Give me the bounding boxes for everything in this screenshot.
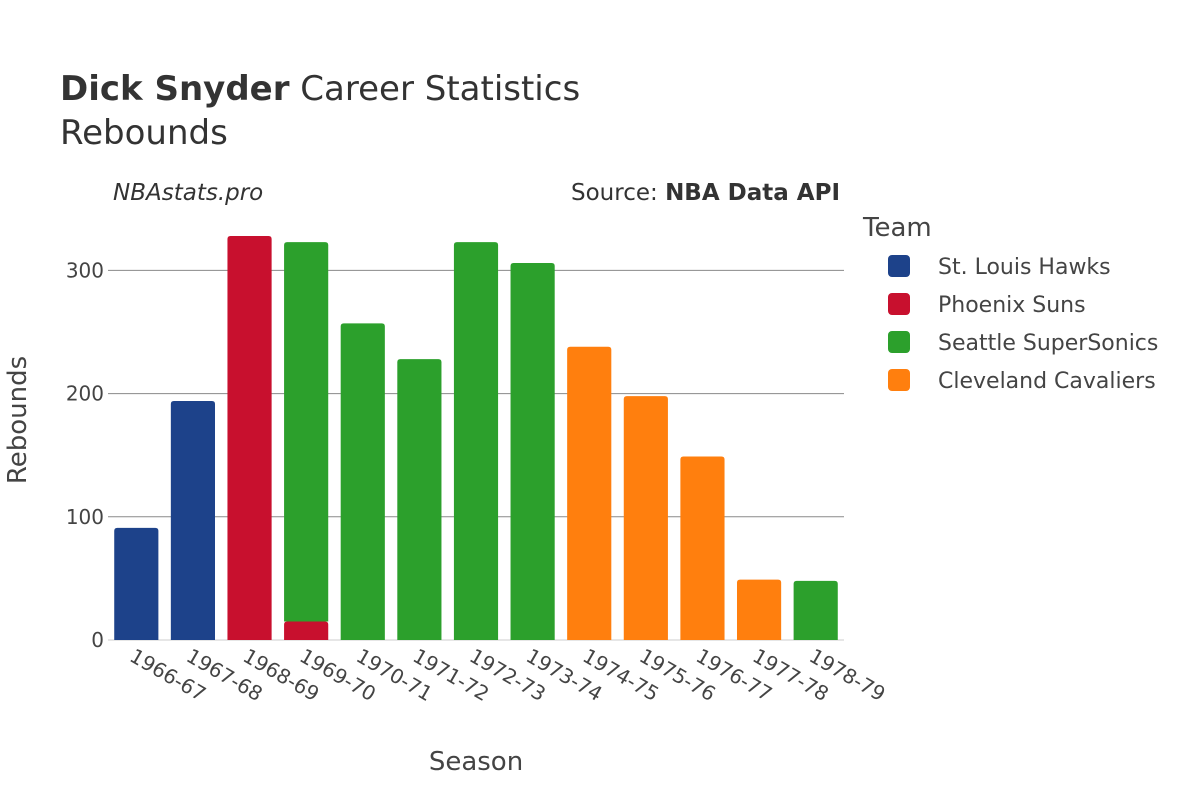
y-axis-title: Rebounds (3, 356, 33, 484)
source-value: NBA Data API (665, 180, 840, 206)
legend-label: Cleveland Cavaliers (938, 369, 1156, 394)
bar-1972-73-seattle-supersonics (453, 242, 499, 641)
legend-swatch (888, 369, 910, 391)
bar-1976-77-cleveland-cavaliers (680, 456, 725, 640)
legend-item-cleveland-cavaliers: Cleveland Cavaliers (888, 369, 1156, 394)
legend-items: St. Louis Hawks Phoenix Suns Seattle Super… (888, 255, 1158, 394)
x-axis-ticks: 1966-671967-681968-691969-701970-711971-… (126, 644, 890, 707)
bars (114, 235, 838, 641)
chart-title: Dick Snyder Career Statistics Rebounds (60, 69, 580, 153)
y-tick-label: 100 (66, 505, 104, 529)
legend-item-seattle-supersonics: Seattle SuperSonics (888, 331, 1158, 356)
legend-label: Seattle SuperSonics (938, 331, 1158, 356)
bar-1970-71-seattle-supersonics (340, 323, 385, 640)
legend-label: St. Louis Hawks (938, 255, 1111, 280)
bar-1971-72-seattle-supersonics (397, 359, 442, 640)
bar-1977-78-cleveland-cavaliers (736, 579, 782, 640)
bar-1966-67-st-louis-hawks (114, 527, 159, 640)
source-label: Source: (571, 180, 665, 206)
x-axis-title: Season (429, 747, 523, 777)
legend-swatch (888, 331, 910, 353)
title-suffix: Career Statistics (290, 69, 581, 109)
legend-item-st-louis-hawks: St. Louis Hawks (888, 255, 1111, 280)
legend-swatch (888, 255, 910, 277)
legend-title: Team (862, 213, 932, 243)
y-axis-ticks: 0 100 200 300 (66, 258, 104, 652)
watermark: NBAstats.pro (113, 180, 263, 206)
bar-1975-76-cleveland-cavaliers (623, 396, 668, 640)
bar-1973-74-seattle-supersonics (510, 263, 555, 640)
title-player-name: Dick Snyder (60, 69, 290, 109)
y-tick-label: 0 (91, 628, 104, 652)
bar-1978-79-seattle-supersonics (793, 580, 838, 640)
y-tick-label: 300 (66, 258, 104, 282)
bar-1974-75-cleveland-cavaliers (567, 346, 612, 640)
svg-text:Dick Snyder Career Statistics: Dick Snyder Career Statistics (60, 69, 580, 109)
legend-item-phoenix-suns: Phoenix Suns (888, 293, 1086, 318)
legend: Team St. Louis Hawks Phoenix Suns Seattle … (862, 213, 1158, 394)
bar-1969-70-phoenix-suns (284, 621, 329, 640)
bar-1967-68-st-louis-hawks (170, 401, 216, 640)
source-credit: Source: NBA Data API (571, 180, 840, 206)
legend-swatch (888, 293, 910, 315)
legend-label: Phoenix Suns (938, 293, 1086, 318)
y-tick-label: 200 (66, 382, 104, 406)
chart-subtitle: Rebounds (60, 113, 228, 153)
bar-1968-69-phoenix-suns (227, 235, 272, 641)
bar-1969-70-seattle-supersonics (284, 242, 329, 622)
